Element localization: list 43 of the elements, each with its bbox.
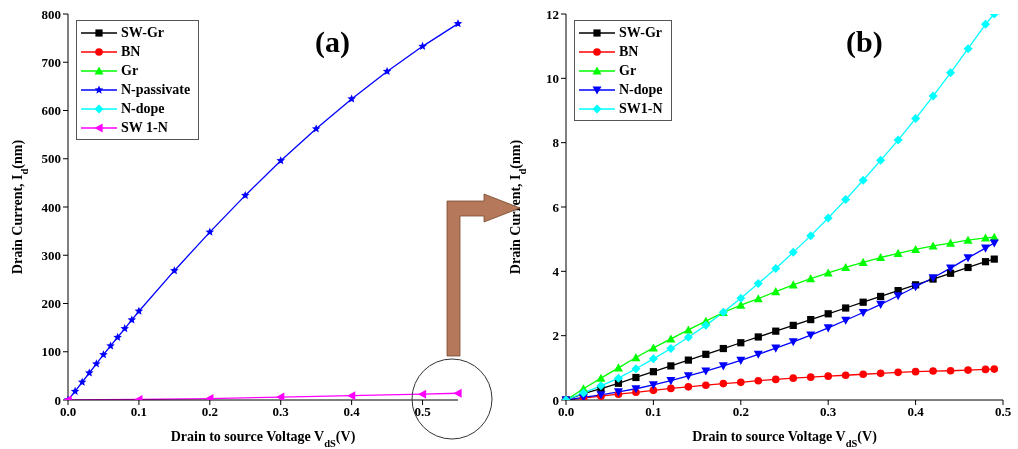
y-tick-label: 0	[552, 392, 559, 408]
legend-label: N-dope	[121, 100, 165, 117]
y-tick-label: 200	[41, 296, 61, 312]
y-tick-label: 12	[546, 6, 559, 22]
x-tick-label: 0.0	[557, 404, 575, 420]
legend-label: SW-Gr	[619, 24, 663, 41]
y-tick-label: 400	[41, 199, 61, 215]
legend-label: SW 1-N	[121, 119, 168, 136]
x-tick-label: 0.1	[130, 404, 148, 420]
legend-label: N-passivate	[121, 81, 191, 98]
x-tick-label: 0.3	[272, 404, 290, 420]
x-tick-label: 0.3	[820, 404, 837, 420]
x-tick-label: 0.4	[907, 404, 925, 420]
chart-title: (a)	[315, 25, 351, 59]
legend-label: BN	[619, 43, 639, 60]
x-tick-label: 0.0	[59, 404, 77, 420]
y-tick-label: 700	[41, 54, 61, 70]
legend-label: Gr	[121, 62, 139, 79]
x-tick-label: 0.2	[732, 404, 749, 420]
y-tick-label: 6	[552, 199, 560, 215]
x-tick-label: 0.5	[414, 404, 432, 420]
y-tick-label: 4	[552, 263, 560, 279]
y-tick-label: 300	[41, 247, 61, 263]
y-tick-label: 10	[546, 70, 559, 86]
legend-label: Gr	[619, 62, 637, 79]
x-tick-label: 0.2	[201, 404, 218, 420]
y-tick-label: 2	[552, 328, 559, 344]
y-tick-label: 100	[41, 344, 61, 360]
x-tick-label: 0.5	[994, 404, 1012, 420]
x-axis-title: Drain to source Voltage V$_{dS}$(V)	[170, 429, 356, 449]
x-tick-label: 0.4	[343, 404, 361, 420]
legend-label: SW1-N	[619, 100, 663, 117]
legend-label: SW-Gr	[121, 24, 165, 41]
chart-title: (b)	[846, 25, 883, 59]
x-tick-label: 0.1	[645, 404, 662, 420]
y-tick-label: 600	[41, 103, 61, 119]
y-tick-label: 8	[552, 135, 560, 151]
legend-label: N-dope	[619, 81, 663, 98]
x-axis-title: Drain to source Voltage V$_{dS}$(V)	[692, 429, 878, 449]
y-tick-label: 500	[41, 151, 61, 167]
legend-label: BN	[121, 43, 141, 60]
y-tick-label: 800	[41, 6, 61, 22]
y-tick-label: 0	[54, 392, 61, 408]
